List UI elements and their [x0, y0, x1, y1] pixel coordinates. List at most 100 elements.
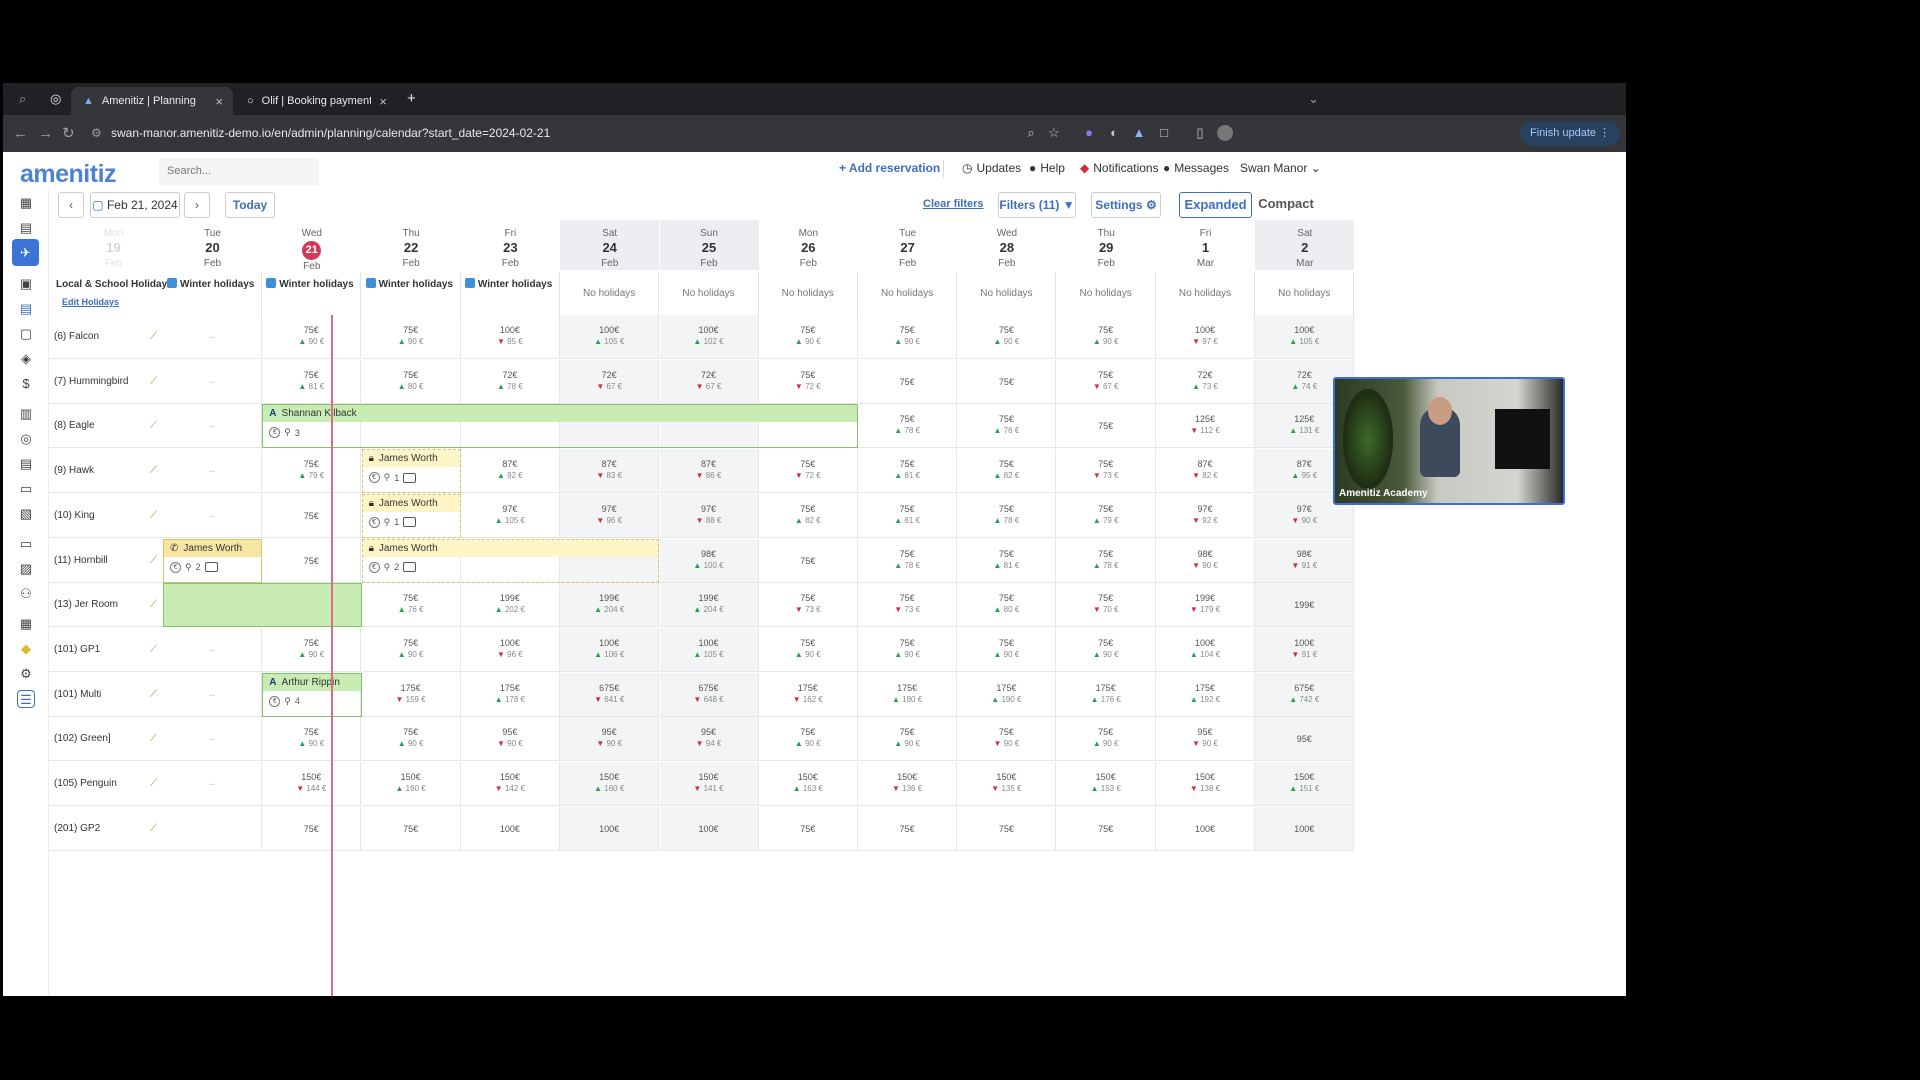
messages-link[interactable]: ● Messages: [1163, 161, 1229, 175]
room-label[interactable]: (6) Falcon ⟋: [48, 315, 163, 359]
rate-cell[interactable]: 75€ ▲ 90 €: [858, 717, 958, 762]
rate-cell[interactable]: 75€: [361, 806, 461, 851]
booking-block[interactable]: A Shannan Kilback € ⚲ 3: [262, 404, 859, 449]
room-label[interactable]: (9) Hawk ⟋: [48, 449, 163, 494]
rate-cell[interactable]: 75€ ▲ 90 €: [262, 627, 362, 672]
booking-block[interactable]: 🔒︎ James Worth € ⚲ 1: [361, 449, 461, 494]
forward-icon[interactable]: →: [38, 125, 53, 142]
invoices-icon[interactable]: ▤: [19, 301, 33, 316]
billing-icon[interactable]: ▭: [19, 481, 33, 496]
rate-cell[interactable]: 100€ ▼ 91 €: [1255, 627, 1355, 672]
rate-cell[interactable]: 100€: [1156, 806, 1255, 851]
analytics-icon[interactable]: ▧: [19, 506, 33, 521]
broom-icon[interactable]: ⟋: [150, 420, 157, 432]
rate-cell[interactable]: --: [163, 493, 262, 538]
rate-cell[interactable]: --: [163, 762, 262, 806]
extension-icon[interactable]: ◐: [1110, 125, 1118, 140]
rate-cell[interactable]: 75€ ▲ 81 €: [858, 449, 958, 494]
rate-cell[interactable]: 100€ ▲ 105 €: [1255, 315, 1355, 359]
room-label[interactable]: (101) GP1 ⟋: [48, 628, 163, 672]
booking-block[interactable]: 🔒︎ James Worth € ⚲ 1: [361, 493, 461, 538]
close-tab-icon[interactable]: ×: [215, 93, 223, 109]
rate-cell[interactable]: 75€ ▲ 78 €: [858, 404, 958, 449]
rate-cell[interactable]: 75€ ▼ 73 €: [1056, 449, 1156, 494]
rate-cell[interactable]: --: [163, 672, 262, 717]
rate-cell[interactable]: 100€: [1255, 806, 1355, 851]
date-picker-button[interactable]: ▢ Feb 21, 2024: [90, 192, 180, 218]
rate-cell[interactable]: 75€ ▲ 81 €: [858, 493, 958, 538]
rate-cell[interactable]: --: [163, 717, 262, 762]
rate-cell[interactable]: 75€ ▲ 78 €: [957, 493, 1057, 538]
rate-cell[interactable]: 95€ ▼ 90 €: [1156, 717, 1255, 762]
filters-button[interactable]: Filters (11) ▼: [998, 192, 1076, 218]
rate-cell[interactable]: 75€: [758, 538, 858, 583]
rate-cell[interactable]: 75€ ▼ 90 €: [957, 717, 1057, 762]
rate-cell[interactable]: 75€: [262, 806, 362, 851]
booking-block[interactable]: 🔒︎ James Worth € ⚲ 2: [361, 538, 660, 583]
rate-cell[interactable]: 100€ ▼ 96 €: [460, 627, 560, 672]
rate-cell[interactable]: 199€ ▼ 179 €: [1156, 583, 1255, 628]
rate-cell[interactable]: 675€ ▲ 742 €: [1255, 672, 1355, 717]
amenitiz-logo[interactable]: amenitiz: [20, 160, 117, 188]
rate-cell[interactable]: 75€: [1056, 806, 1156, 851]
rate-cell[interactable]: 175€ ▲ 192 €: [1156, 672, 1255, 717]
room-label[interactable]: (10) King ⟋: [48, 494, 163, 538]
broom-icon[interactable]: ⟋: [150, 822, 157, 834]
rate-cell[interactable]: 97€ ▼ 96 €: [560, 493, 660, 538]
rate-cell[interactable]: 75€ ▲ 78 €: [858, 538, 958, 583]
broom-icon[interactable]: ⟋: [150, 375, 157, 387]
rate-cell[interactable]: 72€ ▼ 67 €: [659, 359, 759, 404]
rate-cell[interactable]: 675€ ▼ 641 €: [560, 672, 660, 717]
url-text[interactable]: swan-manor.amenitiz-demo.io/en/admin/pla…: [111, 126, 551, 140]
rate-cell[interactable]: 100€ ▼ 95 €: [460, 315, 560, 359]
rate-cell[interactable]: 100€ ▲ 105 €: [659, 627, 759, 672]
room-label[interactable]: (101) Multi ⟋: [48, 673, 163, 717]
room-label[interactable]: (11) Hornbill ⟋: [48, 539, 163, 583]
rate-cell[interactable]: 75€ ▲ 90 €: [858, 315, 958, 359]
rate-cell[interactable]: 100€ ▲ 105 €: [560, 315, 660, 359]
rate-cell[interactable]: 199€ ▲ 204 €: [659, 583, 759, 628]
rate-cell[interactable]: 87€ ▼ 83 €: [560, 449, 660, 494]
rate-cell[interactable]: 150€ ▲ 160 €: [560, 762, 660, 806]
pos-icon[interactable]: ▨: [19, 561, 33, 576]
channels-icon[interactable]: ◈: [21, 351, 31, 366]
rate-cell[interactable]: 150€ ▲ 153 €: [1056, 762, 1156, 806]
rooms-icon[interactable]: ▣: [19, 276, 33, 291]
reports-icon[interactable]: ▥: [19, 406, 33, 421]
clear-filters-link[interactable]: Clear filters: [923, 198, 984, 210]
rate-cell[interactable]: --: [163, 627, 262, 672]
rate-cell[interactable]: 75€ ▲ 78 €: [1056, 538, 1156, 583]
broom-icon[interactable]: ⟋: [150, 643, 157, 655]
rate-cell[interactable]: 175€ ▲ 180 €: [858, 672, 958, 717]
rate-cell[interactable]: 199€ ▲ 204 €: [560, 583, 660, 628]
rate-cell[interactable]: 72€ ▲ 73 €: [1156, 359, 1255, 404]
rate-cell[interactable]: 75€ ▲ 90 €: [1056, 717, 1156, 762]
extensions-puzzle-icon[interactable]: □: [1160, 125, 1168, 140]
payments-icon[interactable]: $: [22, 376, 30, 391]
zoom-icon[interactable]: ⌕: [1027, 125, 1035, 140]
rate-cell[interactable]: 95€: [1255, 717, 1355, 762]
rate-cell[interactable]: 87€ ▼ 82 €: [1156, 449, 1255, 494]
rate-cell[interactable]: 75€ ▼ 72 €: [758, 449, 858, 494]
rate-cell[interactable]: 100€ ▲ 104 €: [1156, 627, 1255, 672]
rate-cell[interactable]: 75€: [262, 538, 362, 583]
booking-block[interactable]: ✆ James Worth € ⚲ 2: [163, 538, 263, 583]
rate-cell[interactable]: 75€ ▲ 90 €: [262, 717, 362, 762]
rate-cell[interactable]: 75€ ▲ 79 €: [1056, 493, 1156, 538]
rate-cell[interactable]: 75€: [758, 806, 858, 851]
rate-cell[interactable]: 97€ ▼ 92 €: [1156, 493, 1255, 538]
room-label[interactable]: (13) Jer Room ⟋: [48, 583, 163, 628]
rate-cell[interactable]: --: [163, 404, 262, 449]
bookmark-star-icon[interactable]: ☆: [1048, 125, 1060, 140]
rate-cell[interactable]: 75€ ▲ 90 €: [1056, 627, 1156, 672]
website-icon[interactable]: ◎: [20, 431, 32, 446]
rate-cell[interactable]: 75€ ▲ 90 €: [758, 627, 858, 672]
new-tab-icon[interactable]: +: [407, 90, 416, 107]
search-input[interactable]: Search...: [159, 158, 319, 185]
reload-icon[interactable]: ↻: [62, 125, 75, 142]
finish-update-button[interactable]: Finish update ⋮: [1520, 121, 1620, 146]
rate-cell[interactable]: 75€ ▲ 90 €: [361, 315, 461, 359]
rate-cell[interactable]: 175€ ▲ 178 €: [460, 672, 560, 717]
rate-cell[interactable]: 150€ ▲ 160 €: [361, 762, 461, 806]
rate-cell[interactable]: 75€ ▲ 90 €: [858, 627, 958, 672]
